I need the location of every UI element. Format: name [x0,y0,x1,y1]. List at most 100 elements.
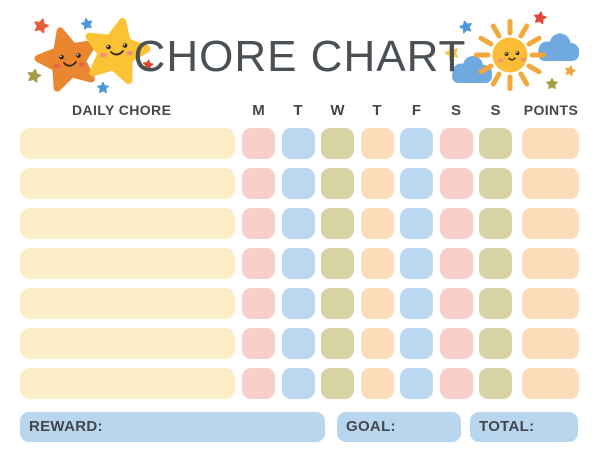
day-cell-fri[interactable] [400,128,433,159]
day-cell-wed[interactable] [321,288,354,319]
day-cell-sat[interactable] [439,368,473,399]
day-cell-tue[interactable] [281,128,315,159]
chore-name-cell[interactable] [20,288,235,319]
day-cell-sat[interactable] [439,248,473,279]
orange-star-icon [33,24,102,91]
day-cell-tue[interactable] [281,328,315,359]
chore-row [20,288,580,319]
chore-name-cell[interactable] [20,368,235,399]
day-header-sunday: S [490,102,501,119]
day-cell-thu[interactable] [360,368,394,399]
points-cell[interactable] [522,328,579,359]
day-cell-thu[interactable] [360,168,394,199]
chore-name-cell[interactable] [20,128,235,159]
day-cell-wed[interactable] [321,368,354,399]
day-cell-sat[interactable] [439,168,473,199]
points-cell[interactable] [522,288,579,319]
page-title: CHORE CHART [133,32,467,81]
day-cell-thu[interactable] [360,288,394,319]
day-cell-sat[interactable] [439,328,473,359]
mini-star-icon [98,83,108,93]
reward-label: REWARD: [29,418,103,435]
day-cell-sat[interactable] [439,288,473,319]
day-cell-thu[interactable] [360,208,394,239]
day-cell-wed[interactable] [321,328,354,359]
chore-row [20,128,580,159]
chore-name-cell[interactable] [20,248,235,279]
day-cell-thu[interactable] [360,128,394,159]
day-cell-fri[interactable] [400,328,433,359]
mini-star-icon [547,79,557,89]
goal-box[interactable]: GOAL: [337,412,461,442]
day-cell-tue[interactable] [281,368,315,399]
chore-row [20,208,580,239]
mini-star-icon [564,65,576,76]
day-header-monday: M [252,102,265,119]
chore-name-cell[interactable] [20,168,235,199]
day-header-friday: F [411,102,422,119]
day-cell-mon[interactable] [242,368,275,399]
day-cell-mon[interactable] [242,208,275,239]
day-cell-wed[interactable] [321,208,354,239]
day-header-tuesday: T [293,102,303,119]
day-cell-mon[interactable] [242,248,275,279]
day-cell-fri[interactable] [400,208,433,239]
day-cell-fri[interactable] [400,248,433,279]
reward-box[interactable]: REWARD: [20,412,325,442]
chore-row [20,328,580,359]
daily-chore-header: DAILY CHORE [72,102,172,118]
chore-name-cell[interactable] [20,208,235,239]
mini-star-icon [33,18,49,34]
day-header-saturday: S [450,102,461,119]
day-cell-sun[interactable] [479,128,512,159]
day-cell-wed[interactable] [321,128,354,159]
yellow-star-icon [82,16,151,83]
chore-name-cell[interactable] [20,328,235,359]
day-cell-wed[interactable] [321,248,354,279]
mini-star-icon [27,68,42,82]
day-cell-tue[interactable] [281,288,315,319]
points-cell[interactable] [522,248,579,279]
points-cell[interactable] [522,128,579,159]
day-cell-sun[interactable] [479,328,512,359]
day-cell-sun[interactable] [479,168,512,199]
day-cell-mon[interactable] [242,328,275,359]
sun-clouds-decoration [430,0,579,100]
day-cell-sat[interactable] [439,208,473,239]
day-cell-tue[interactable] [281,208,315,239]
day-cell-wed[interactable] [321,168,354,199]
day-cell-mon[interactable] [242,128,275,159]
chore-row [20,368,580,399]
chore-row [20,248,580,279]
day-cell-mon[interactable] [242,168,275,199]
chore-row [20,168,580,199]
day-cell-tue[interactable] [281,168,315,199]
points-cell[interactable] [522,368,579,399]
day-cell-sun[interactable] [479,248,512,279]
mini-star-icon [534,11,547,24]
day-cell-sun[interactable] [479,368,512,399]
day-cell-sun[interactable] [479,208,512,239]
sun-icon [474,19,546,91]
day-cell-thu[interactable] [360,328,394,359]
day-cell-mon[interactable] [242,288,275,319]
day-cell-fri[interactable] [400,168,433,199]
total-label: TOTAL: [479,418,535,435]
day-header-wednesday: W [330,102,345,119]
sun-rays [474,19,546,91]
total-box[interactable]: TOTAL: [470,412,578,442]
day-cell-fri[interactable] [400,368,433,399]
stars-decoration [0,0,170,100]
points-cell[interactable] [522,168,579,199]
day-cell-sat[interactable] [439,128,473,159]
day-cell-thu[interactable] [360,248,394,279]
mini-star-icon [81,18,93,30]
day-cell-sun[interactable] [479,288,512,319]
points-cell[interactable] [522,208,579,239]
day-cell-fri[interactable] [400,288,433,319]
day-header-thursday: T [372,102,382,119]
points-header: POINTS [523,102,579,118]
day-cell-tue[interactable] [281,248,315,279]
chore-grid [20,128,580,408]
